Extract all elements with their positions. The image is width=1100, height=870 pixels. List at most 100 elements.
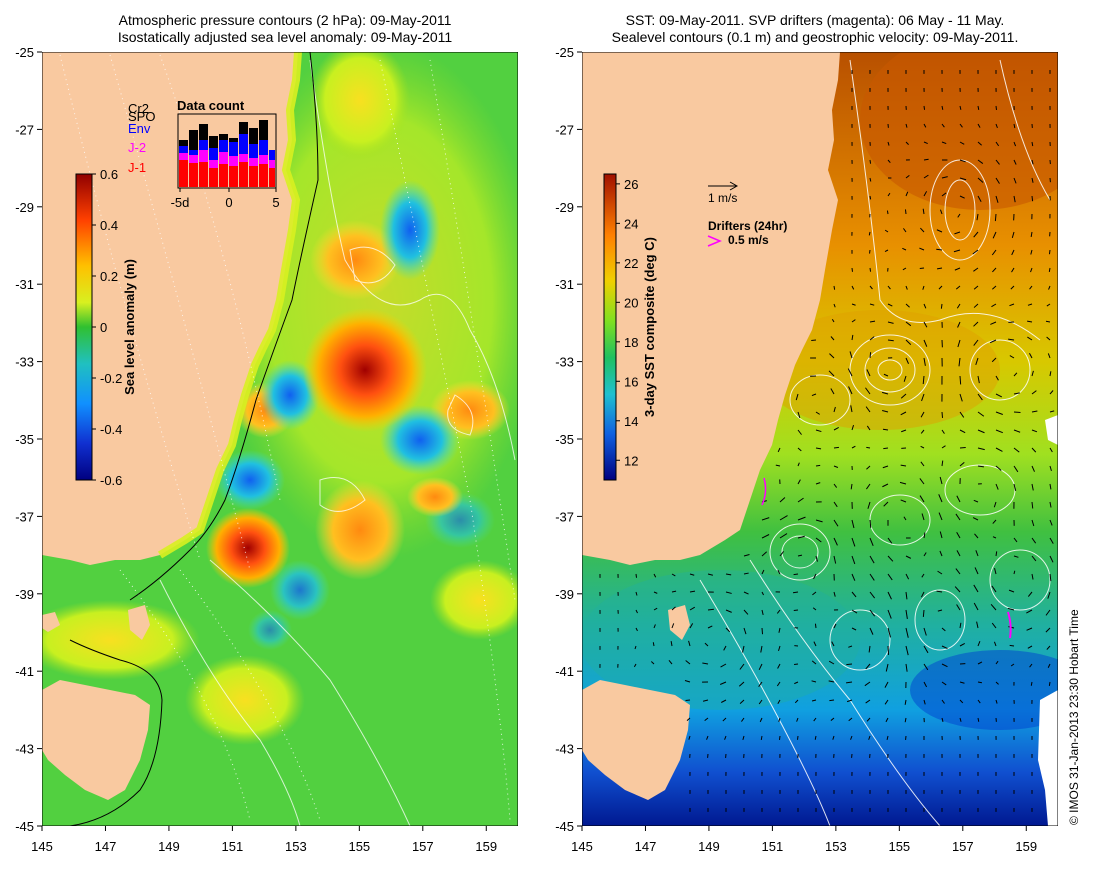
- right-title-line2: Sealevel contours (0.1 m) and geostrophi…: [611, 29, 1019, 45]
- sla-colorbar-ticks: 0.6 0.4 0.2 0 -0.2 -0.4 -0.6: [92, 167, 122, 488]
- sst-cool-patch: [582, 570, 860, 710]
- y-tick-label: -41: [15, 664, 34, 679]
- sla-high-eddy: [206, 508, 290, 588]
- inset-x-tick-label: -5d: [171, 195, 190, 210]
- x-tick-label: 155: [888, 839, 910, 854]
- sla-colorbar: 0.6 0.4 0.2 0 -0.2 -0.4 -0.6 Sea level anomaly…: [75, 167, 137, 488]
- y-tick-label: -27: [15, 122, 34, 137]
- y-tick-label: -29: [555, 200, 574, 215]
- y-tick-label: -31: [555, 277, 574, 292]
- x-tick-label: 145: [571, 839, 593, 854]
- sla-contour-lines: [159, 59, 516, 826]
- coastal-shelf-band: [157, 52, 302, 559]
- imos-credit: © IMOS 31-Jan-2013 23:30 Hobart Time: [1067, 609, 1081, 825]
- y-tick-label: -35: [555, 432, 574, 447]
- sla-low-eddy: [215, 450, 285, 510]
- velocity-scale-label: 1 m/s: [708, 191, 737, 205]
- x-tick-label: 151: [762, 839, 784, 854]
- king-island: [42, 612, 60, 632]
- sla-colorbar-ramp: [75, 173, 93, 481]
- y-tick-label: -31: [15, 277, 34, 292]
- inset-x-ticks: -5d 0 5: [171, 188, 280, 210]
- drifter-track: [761, 477, 767, 506]
- inset-title: Data count: [177, 98, 245, 113]
- velocity-scale: 1 m/s: [708, 181, 739, 205]
- inset-legend-entry: SPO: [128, 109, 155, 124]
- sst-colorbar: 26 24 22 20 18 16 14 12 3-day SST composite (de…: [603, 173, 657, 481]
- sla-low-eddy: [380, 180, 440, 280]
- colorbar-tick-label: 12: [624, 453, 638, 468]
- x-tick-label: 151: [222, 839, 244, 854]
- mainland-australia-sst: [582, 52, 840, 565]
- colorbar-tick-label: 16: [624, 374, 638, 389]
- sla-low-eddy: [270, 560, 330, 620]
- pressure-contours: [59, 54, 516, 821]
- left-title-line1: Atmospheric pressure contours (2 hPa): 0…: [118, 12, 452, 28]
- x-tick-label: 149: [158, 839, 180, 854]
- colorbar-tick-label: 24: [624, 216, 638, 231]
- y-tick-label: -45: [555, 819, 574, 834]
- x-tick-label: 147: [635, 839, 657, 854]
- left-title-line2: Isostatically adjusted sea level anomaly…: [117, 29, 453, 45]
- tasmania: [42, 680, 150, 800]
- colorbar-tick-label: -0.6: [100, 473, 122, 488]
- flinders-island: [128, 605, 150, 640]
- colorbar-tick-label: 26: [624, 177, 638, 192]
- y-tick-label: -25: [555, 45, 574, 60]
- missing-data-patch: [1038, 690, 1058, 826]
- axis-ticks: 145 147 149 151 153 155 157 159-25-27-29-31-33-…: [15, 45, 1037, 854]
- y-tick-label: -25: [15, 45, 34, 60]
- x-tick-label: 159: [475, 839, 497, 854]
- x-tick-label: 157: [412, 839, 434, 854]
- sla-field-band: [315, 480, 405, 580]
- sla-high-eddy: [303, 308, 427, 432]
- inset-legend-entry: J-2: [128, 140, 146, 155]
- missing-data-patch: [1045, 415, 1058, 445]
- sla-field-band: [310, 52, 410, 160]
- sst-colorbar-ticks: 26 24 22 20 18 16 14 12: [616, 177, 638, 468]
- colorbar-tick-label: 0.4: [100, 218, 118, 233]
- sst-colorbar-ramp: [603, 173, 617, 481]
- colorbar-tick-label: -0.4: [100, 422, 122, 437]
- colorbar-tick-label: 0: [100, 320, 107, 335]
- colorbar-tick-label: 14: [624, 414, 638, 429]
- drifter-scale-label: 0.5 m/s: [728, 233, 769, 247]
- right-title-line1: SST: 09-May-2011. SVP drifters (magenta)…: [625, 12, 1005, 28]
- sealevel-contours: [699, 59, 1051, 826]
- x-tick-label: 149: [698, 839, 720, 854]
- y-tick-label: -29: [15, 200, 34, 215]
- sla-field-band: [310, 220, 400, 300]
- flinders-island-sst: [668, 605, 690, 640]
- left-map-title: Atmospheric pressure contours (2 hPa): 0…: [40, 12, 530, 46]
- drifter-track: [1007, 611, 1012, 639]
- inset-legend-entry: Cr2: [128, 101, 149, 116]
- colorbar-tick-label: 22: [624, 256, 638, 271]
- y-tick-label: -33: [555, 355, 574, 370]
- drifter-legend-title: Drifters (24hr): [708, 219, 787, 233]
- x-tick-label: 153: [825, 839, 847, 854]
- colorbar-tick-label: -0.2: [100, 371, 122, 386]
- sst-colorbar-label: 3-day SST composite (deg C): [642, 237, 657, 417]
- y-tick-label: -35: [15, 432, 34, 447]
- x-tick-label: 147: [95, 839, 117, 854]
- right-map-title: SST: 09-May-2011. SVP drifters (magenta)…: [555, 12, 1075, 46]
- inset-bars: [179, 120, 275, 187]
- x-tick-label: 159: [1015, 839, 1037, 854]
- tasmania-sst: [582, 680, 690, 800]
- inset-x-tick-label: 5: [272, 195, 279, 210]
- sla-colorbar-label: Sea level anomaly (m): [122, 259, 137, 395]
- sst-cool-patch: [910, 650, 1058, 730]
- drifter-legend-symbol: [707, 235, 722, 247]
- y-tick-label: -41: [555, 664, 574, 679]
- shelf-contour: [69, 52, 319, 826]
- y-tick-label: -43: [15, 742, 34, 757]
- y-tick-label: -45: [15, 819, 34, 834]
- colorbar-tick-label: 20: [624, 295, 638, 310]
- geostrophic-velocity-arrows: [599, 69, 1055, 812]
- y-tick-label: -37: [555, 509, 574, 524]
- sla-field-band: [42, 600, 200, 680]
- y-tick-label: -39: [15, 587, 34, 602]
- sst-warm-core: [760, 310, 1000, 430]
